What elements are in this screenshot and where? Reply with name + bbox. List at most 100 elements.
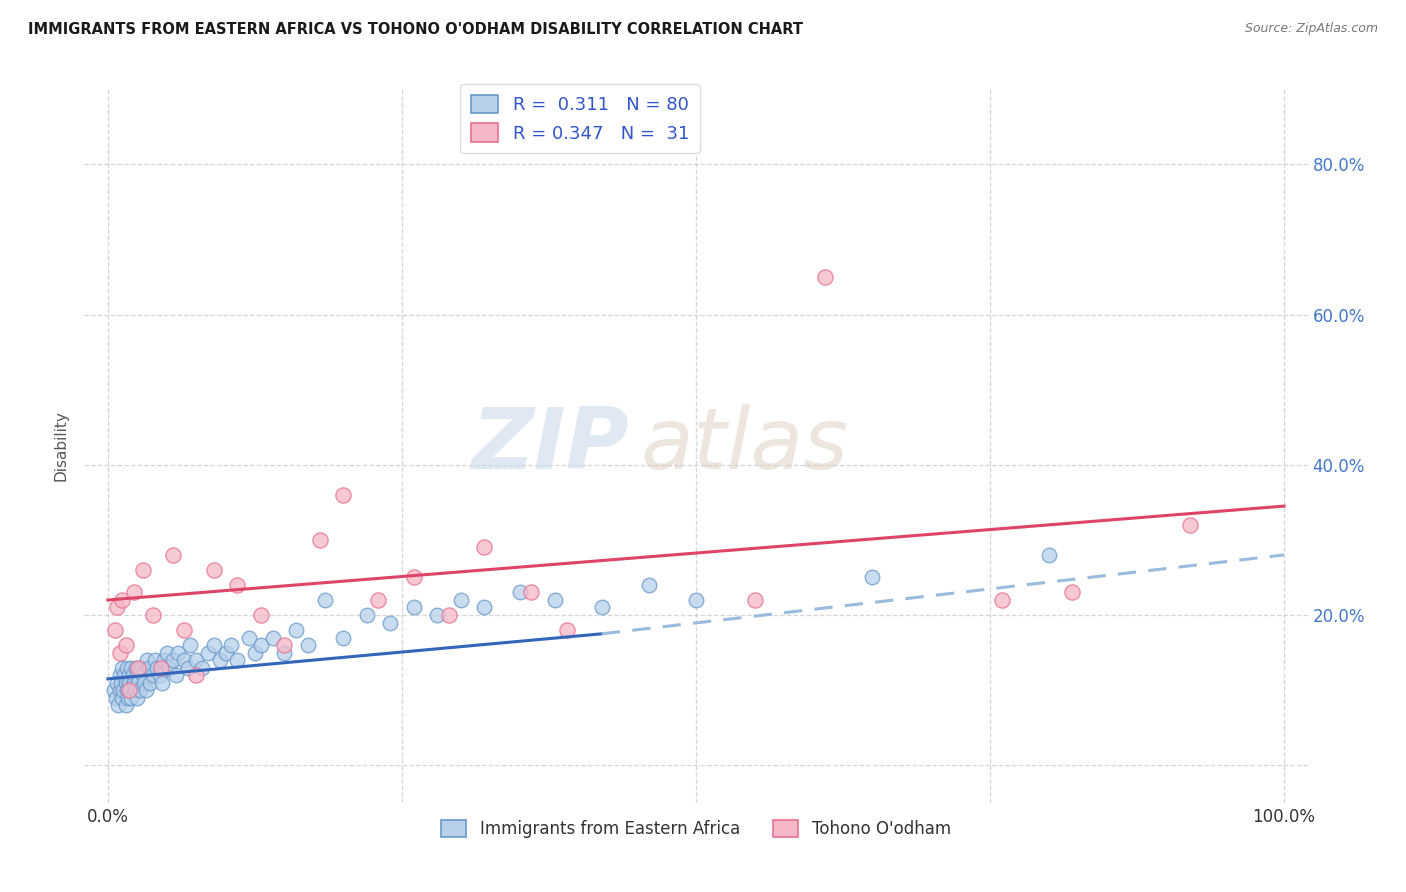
Point <box>108 683 131 698</box>
Point <box>120 683 142 698</box>
Y-axis label: Disability: Disability <box>53 410 69 482</box>
Point <box>173 623 195 637</box>
Point <box>128 683 150 698</box>
Point <box>308 533 330 547</box>
Point <box>118 683 141 698</box>
Point <box>114 675 136 690</box>
Point <box>115 683 138 698</box>
Point <box>297 638 319 652</box>
Point <box>685 593 707 607</box>
Point <box>249 638 271 652</box>
Point <box>1038 548 1060 562</box>
Point <box>162 548 184 562</box>
Point <box>105 675 128 690</box>
Point <box>121 668 143 682</box>
Point <box>112 683 135 698</box>
Point <box>332 488 354 502</box>
Point <box>108 668 131 682</box>
Point <box>134 675 156 690</box>
Point <box>991 593 1014 607</box>
Point <box>105 600 128 615</box>
Point <box>114 638 136 652</box>
Point <box>356 607 378 622</box>
Point <box>249 607 271 622</box>
Point <box>1062 585 1084 599</box>
Point <box>544 593 567 607</box>
Point <box>184 653 207 667</box>
Point <box>111 593 134 607</box>
Point <box>149 668 172 682</box>
Point <box>135 653 157 667</box>
Point <box>157 660 180 674</box>
Text: ZIP: ZIP <box>471 404 628 488</box>
Point <box>273 638 295 652</box>
Point <box>367 593 389 607</box>
Point <box>173 653 195 667</box>
Point <box>127 660 149 674</box>
Point <box>117 690 139 705</box>
Point <box>162 653 184 667</box>
Point <box>380 615 402 630</box>
Point <box>402 600 425 615</box>
Legend: Immigrants from Eastern Africa, Tohono O'odham: Immigrants from Eastern Africa, Tohono O… <box>434 813 957 845</box>
Point <box>124 683 146 698</box>
Point <box>120 690 142 705</box>
Point <box>472 600 495 615</box>
Point <box>402 570 425 584</box>
Point <box>104 623 127 637</box>
Point <box>156 646 179 660</box>
Point <box>107 698 129 713</box>
Point <box>118 675 141 690</box>
Point <box>143 653 166 667</box>
Point <box>814 270 837 285</box>
Point <box>638 578 661 592</box>
Point <box>111 690 134 705</box>
Point <box>860 570 883 584</box>
Point <box>285 623 308 637</box>
Point <box>1178 517 1201 532</box>
Point <box>191 660 214 674</box>
Point <box>472 541 495 555</box>
Point <box>450 593 472 607</box>
Point <box>314 593 336 607</box>
Point <box>208 653 231 667</box>
Point <box>125 660 148 674</box>
Point <box>135 683 157 698</box>
Point <box>226 653 249 667</box>
Point <box>226 578 249 592</box>
Text: IMMIGRANTS FROM EASTERN AFRICA VS TOHONO O'ODHAM DISABILITY CORRELATION CHART: IMMIGRANTS FROM EASTERN AFRICA VS TOHONO… <box>28 22 803 37</box>
Point <box>118 668 141 682</box>
Point <box>202 563 225 577</box>
Point <box>122 585 145 599</box>
Point <box>127 690 149 705</box>
Point <box>127 675 149 690</box>
Point <box>197 646 219 660</box>
Point <box>146 660 169 674</box>
Point <box>111 660 134 674</box>
Point <box>103 683 125 698</box>
Point <box>221 638 243 652</box>
Point <box>214 646 236 660</box>
Point <box>138 660 160 674</box>
Point <box>238 631 260 645</box>
Point <box>105 690 128 705</box>
Point <box>437 607 460 622</box>
Point <box>243 646 266 660</box>
Point <box>139 675 162 690</box>
Point <box>122 675 145 690</box>
Point <box>273 646 295 660</box>
Point <box>142 668 165 682</box>
Point <box>167 646 190 660</box>
Point <box>115 660 138 674</box>
Point <box>120 660 142 674</box>
Point <box>591 600 613 615</box>
Point <box>165 668 187 682</box>
Point <box>202 638 225 652</box>
Point <box>149 660 172 674</box>
Point <box>129 660 152 674</box>
Point <box>112 668 135 682</box>
Point <box>132 668 155 682</box>
Point <box>177 660 200 674</box>
Point <box>114 698 136 713</box>
Text: Source: ZipAtlas.com: Source: ZipAtlas.com <box>1244 22 1378 36</box>
